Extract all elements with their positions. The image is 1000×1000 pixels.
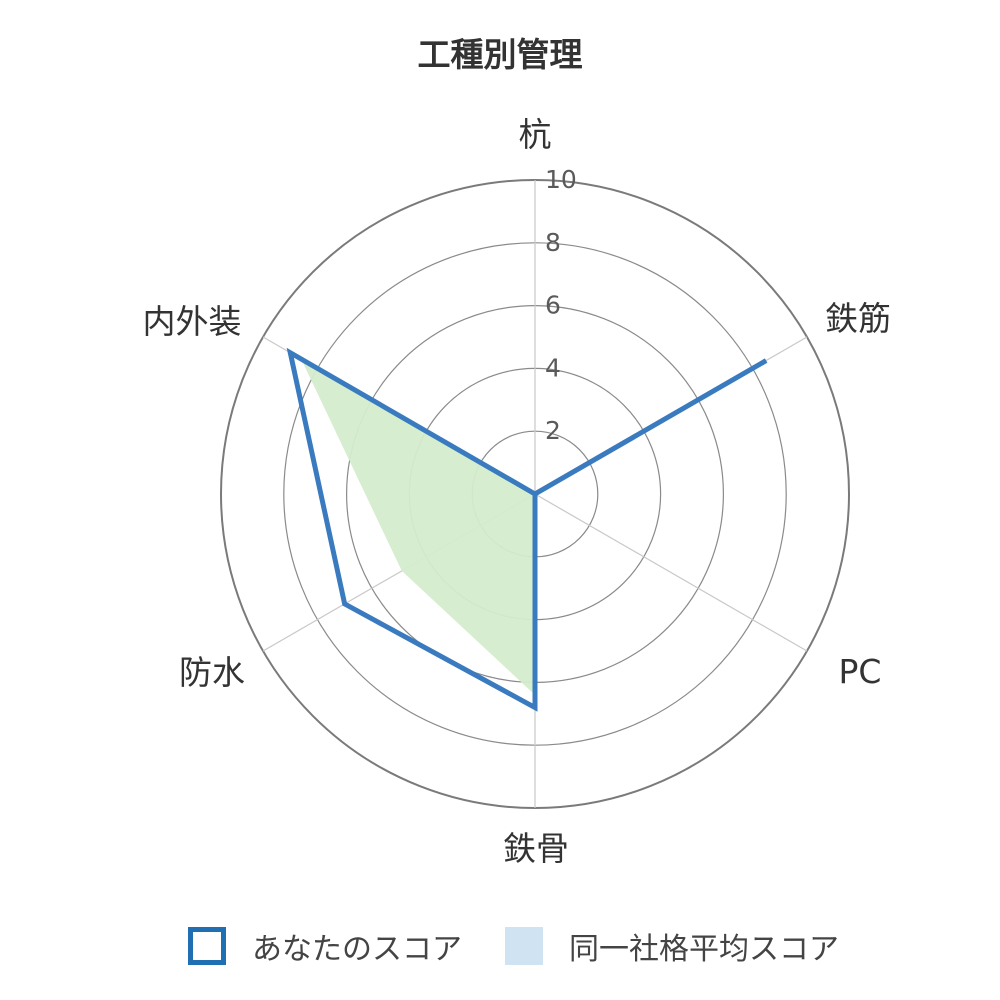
axis-spoke: [534, 493, 808, 652]
series-line-your-score: [286, 347, 768, 712]
radial-tick-label: 10: [545, 165, 577, 194]
radial-tick-label: 6: [545, 291, 561, 320]
category-label: PC: [839, 652, 882, 691]
legend-item-your-score: あなたのスコア: [188, 924, 462, 968]
legend-item-average-score: 同一社格平均スコア: [505, 924, 839, 968]
radial-tick-label: 4: [545, 353, 561, 382]
legend-swatch-average-score: [505, 927, 543, 965]
radial-tick-label: 2: [545, 416, 561, 445]
category-label: 鉄骨: [503, 829, 569, 868]
legend-label-your-score: あなたのスコア: [252, 932, 462, 967]
series-area-average-score: [301, 358, 745, 695]
chart-title: 工種別管理: [417, 35, 583, 74]
category-label: 防水: [179, 653, 245, 692]
category-label: 鉄筋: [825, 299, 891, 338]
category-label: 杭: [519, 115, 552, 154]
radial-tick-label: 8: [545, 228, 561, 257]
legend-swatch-your-score: [188, 927, 226, 965]
category-label: 内外装: [143, 302, 242, 341]
legend-label-average-score: 同一社格平均スコア: [569, 932, 839, 967]
